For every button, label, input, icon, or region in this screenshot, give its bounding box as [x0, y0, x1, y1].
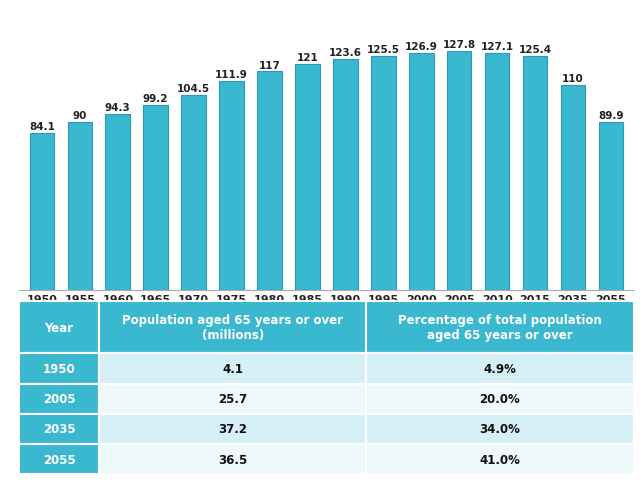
- Bar: [106, 115, 130, 290]
- Bar: [68, 123, 92, 290]
- Text: 127.1: 127.1: [481, 42, 514, 52]
- Text: 104.5: 104.5: [177, 84, 210, 94]
- Text: 99.2: 99.2: [143, 94, 168, 104]
- Text: 84.1: 84.1: [29, 122, 55, 132]
- Text: 123.6: 123.6: [329, 48, 362, 58]
- Bar: [371, 57, 396, 290]
- Bar: [181, 96, 206, 290]
- Text: 121: 121: [296, 53, 318, 63]
- Bar: [598, 123, 623, 290]
- Bar: [561, 85, 585, 290]
- Bar: [409, 54, 433, 290]
- Text: 110: 110: [562, 74, 584, 84]
- Text: 127.8: 127.8: [443, 40, 476, 50]
- Text: 126.9: 126.9: [404, 42, 438, 52]
- Bar: [29, 134, 54, 290]
- Bar: [484, 54, 509, 290]
- Bar: [143, 106, 168, 290]
- Bar: [447, 52, 472, 290]
- Text: 111.9: 111.9: [215, 70, 248, 80]
- Text: 90: 90: [73, 111, 87, 121]
- Text: 94.3: 94.3: [105, 103, 131, 113]
- Text: 89.9: 89.9: [598, 111, 623, 121]
- Bar: [333, 60, 358, 290]
- Bar: [257, 72, 282, 290]
- Bar: [295, 65, 320, 290]
- Bar: [220, 82, 244, 290]
- Bar: [523, 57, 547, 290]
- Text: 125.5: 125.5: [367, 45, 400, 55]
- Text: 125.4: 125.4: [518, 45, 552, 55]
- Text: 117: 117: [259, 60, 280, 71]
